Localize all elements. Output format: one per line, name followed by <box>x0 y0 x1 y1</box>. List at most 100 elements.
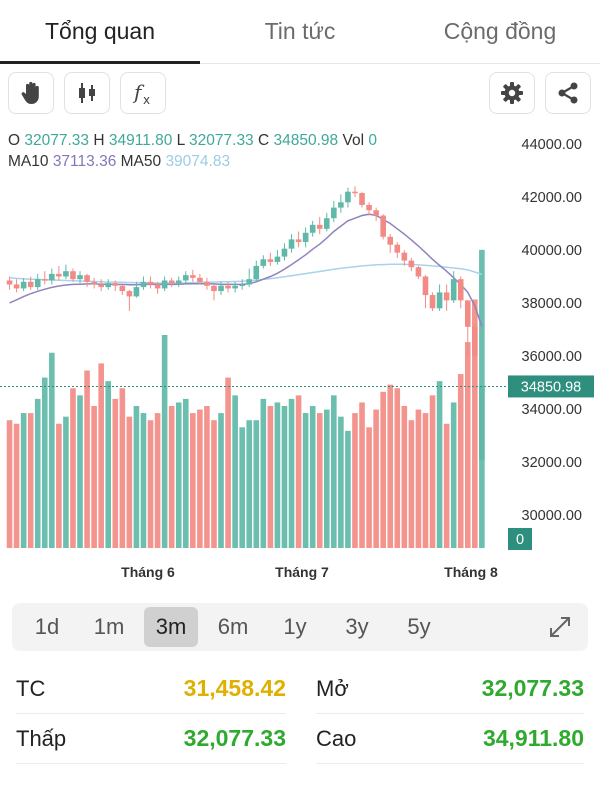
candle-body <box>288 239 295 249</box>
ohlc-line: O 32077.33 H 34911.80 L 32077.33 C 34850… <box>8 130 377 151</box>
candle-body <box>408 260 415 268</box>
candle-body <box>464 300 471 327</box>
volume-label: Vol <box>342 132 365 149</box>
volume-bar <box>457 374 464 548</box>
range-1y[interactable]: 1y <box>283 614 307 639</box>
y-tick-label: 30000.00 <box>522 508 582 524</box>
volume-bar <box>6 420 13 548</box>
y-tick-label: 36000.00 <box>522 349 582 365</box>
volume-bar <box>147 420 154 548</box>
volume-tag <box>508 528 532 550</box>
volume-bar <box>387 384 394 548</box>
candle-body <box>91 281 97 285</box>
volume-bar <box>246 420 253 548</box>
tab-bar: Tổng quan Tin tức Cộng đồng <box>0 0 600 64</box>
volume-bar <box>260 398 267 548</box>
candle-body <box>133 287 140 297</box>
volume-bar <box>161 335 168 548</box>
candle-body <box>316 224 323 229</box>
volume-bar <box>168 406 175 548</box>
candle-body <box>211 285 217 292</box>
volume-bar <box>415 409 422 548</box>
candle-body <box>359 193 365 205</box>
tab-news[interactable]: Tin tức <box>264 18 336 44</box>
candle-body <box>338 202 344 208</box>
range-3y[interactable]: 3y <box>345 614 369 639</box>
volume-bar <box>140 413 147 548</box>
open-label: O <box>8 132 21 149</box>
range-1m[interactable]: 1m <box>93 614 125 639</box>
price-chart[interactable]: 34850.98 44000.00 42000.00 40000.00 38000.00… <box>0 120 600 590</box>
y-tick-label: 44000.00 <box>522 137 582 153</box>
candle-body <box>98 284 104 288</box>
volume-bar <box>41 377 48 548</box>
volume-bar <box>316 413 323 548</box>
close-value: 34850.98 <box>273 132 339 149</box>
expand-icon[interactable] <box>546 613 574 641</box>
candle-body <box>267 259 274 262</box>
volume-tag-text: 0 <box>516 532 524 548</box>
candle-body <box>225 285 231 289</box>
share-button[interactable] <box>545 72 591 114</box>
low-price-value: 32,077.33 <box>183 725 286 751</box>
candle-body <box>6 280 13 285</box>
volume-bar <box>436 381 443 548</box>
candle-body <box>295 239 302 243</box>
range-5y[interactable]: 5y <box>407 614 431 639</box>
volume-bar <box>366 427 372 548</box>
candle-body <box>154 284 161 289</box>
volume-bar <box>77 395 83 548</box>
candle-body <box>260 259 267 266</box>
candle-body <box>147 281 154 285</box>
high-label: H <box>93 132 105 149</box>
volume-bar <box>345 430 351 548</box>
stat-reference: TC 31,458.42 <box>16 664 286 714</box>
range-1d[interactable]: 1d <box>34 614 60 639</box>
range-3m[interactable]: 3m <box>144 607 198 647</box>
candle-body <box>197 277 203 282</box>
volume-bar <box>380 391 386 548</box>
hand-tool-button[interactable] <box>8 72 54 114</box>
ma10-label: MA10 <box>8 153 49 170</box>
ma10-line <box>9 213 483 327</box>
volume-bar <box>211 420 217 548</box>
ma10-value: 37113.36 <box>52 153 117 170</box>
y-tick-label: 42000.00 <box>522 190 582 206</box>
candle-body <box>126 291 133 297</box>
volume-bar <box>154 413 161 548</box>
candle-body <box>394 244 401 253</box>
candle-body <box>182 275 189 281</box>
indicators-button[interactable]: f x <box>120 72 166 114</box>
volume-bar <box>422 413 429 548</box>
range-6m[interactable]: 6m <box>217 614 249 639</box>
candlestick-icon <box>79 83 95 103</box>
volume-bar <box>408 420 415 548</box>
candle-body <box>49 273 55 281</box>
function-icon: f x <box>132 80 150 107</box>
candle-body <box>401 252 408 261</box>
volume-bar <box>218 413 224 548</box>
volume-bar <box>112 398 119 548</box>
volume-bar <box>56 423 62 548</box>
volume-bar <box>352 413 358 548</box>
candle-body <box>429 295 436 309</box>
tab-community[interactable]: Cộng đồng <box>443 18 557 44</box>
x-axis-label: Tháng 6 <box>121 564 175 580</box>
volume-bar <box>450 402 457 548</box>
volume-bar <box>394 388 401 548</box>
y-tick-label: 38000.00 <box>522 296 582 312</box>
chart-type-button[interactable] <box>64 72 110 114</box>
candle-body <box>56 273 62 277</box>
volume-bar <box>443 423 450 548</box>
volume-value: 0 <box>368 132 377 149</box>
tab-overview[interactable]: Tổng quan <box>0 0 200 64</box>
volume-bar <box>91 406 97 548</box>
volume-bar <box>267 406 274 548</box>
current-price-tag <box>508 375 594 398</box>
candle-body <box>232 285 238 289</box>
volume-bar <box>331 395 337 548</box>
volume-bar <box>182 398 189 548</box>
candle-body <box>281 248 288 257</box>
candle-body <box>450 279 457 301</box>
settings-button[interactable] <box>489 72 535 114</box>
